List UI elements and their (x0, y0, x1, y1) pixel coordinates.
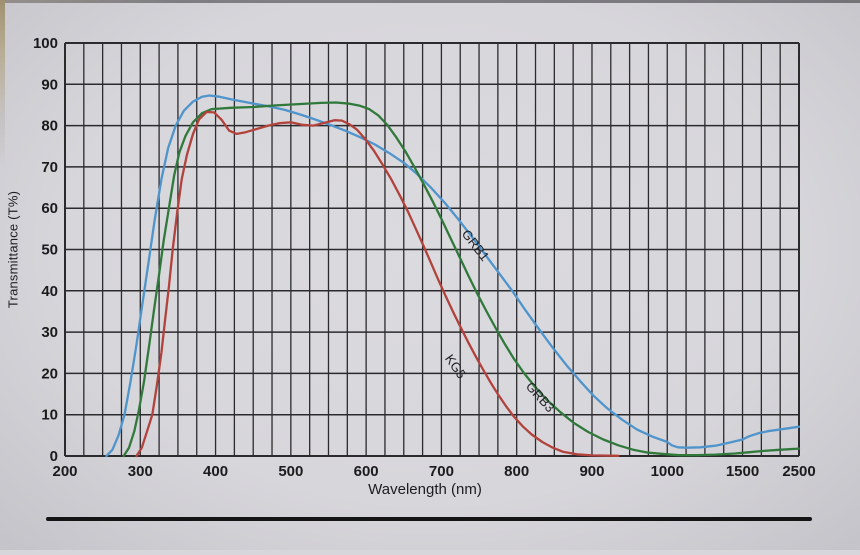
x-axis-title: Wavelength (nm) (368, 481, 482, 498)
curve-label-kg5: KG5 (442, 351, 469, 381)
x-tick-label: 2500 (782, 463, 815, 480)
x-tick-label: 600 (354, 463, 379, 480)
y-tick-label: 30 (41, 324, 58, 341)
curve-grb3 (122, 101, 801, 458)
page-bottom-rule (46, 517, 812, 521)
photo-left-edge (0, 0, 5, 170)
y-tick-label: 70 (41, 159, 58, 176)
x-tick-label: 200 (52, 463, 77, 480)
x-tick-label: 1500 (726, 463, 759, 480)
y-tick-label: 50 (41, 242, 58, 259)
x-tick-label: 1000 (651, 463, 684, 480)
y-tick-label: 100 (33, 35, 58, 52)
x-tick-label: 300 (128, 463, 153, 480)
y-tick-label: 40 (41, 283, 58, 300)
y-tick-label: 60 (41, 200, 58, 217)
x-tick-label: 800 (504, 463, 529, 480)
x-tick-label: 900 (579, 463, 604, 480)
x-tick-label: 400 (203, 463, 228, 480)
y-tick-label: 0 (50, 448, 58, 465)
y-axis-title: Transmittance (T%) (5, 190, 21, 309)
y-tick-label: 20 (41, 365, 58, 382)
y-tick-label: 80 (41, 118, 58, 135)
curve-label-grb3: GRB3 (523, 379, 558, 415)
curve-kg5 (135, 110, 620, 458)
x-tick-label: 700 (429, 463, 454, 480)
page-top-rule (0, 0, 860, 3)
y-tick-label: 90 (41, 76, 58, 93)
curve-label-grb1: GRB1 (459, 227, 493, 264)
x-tick-label: 500 (278, 463, 303, 480)
curve-grb1 (105, 94, 801, 458)
y-tick-label: 10 (41, 407, 58, 424)
